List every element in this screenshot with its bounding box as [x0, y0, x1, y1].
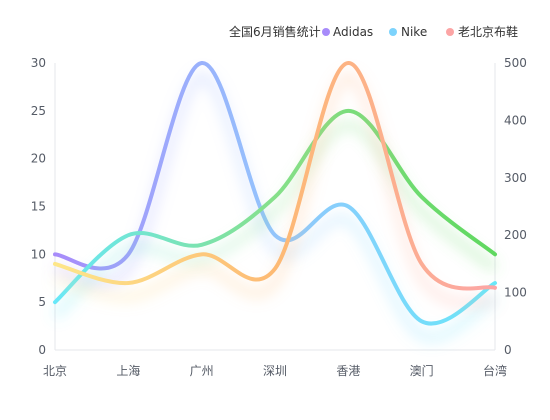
left-tick-label: 15: [31, 200, 46, 214]
x-tick-label: 广州: [190, 364, 214, 378]
series-layer: [51, 60, 498, 342]
legend-item-nike[interactable]: Nike: [389, 25, 427, 39]
right-y-axis: 0 100 200 300 400 500: [504, 56, 527, 357]
legend-label-nike: Nike: [401, 25, 427, 39]
x-tick-label: 台湾: [483, 363, 507, 378]
left-tick-label: 25: [31, 104, 46, 118]
legend: 全国6月销售统计 Adidas Nike 老北京布鞋: [229, 24, 518, 39]
x-tick-label: 澳门: [410, 363, 434, 378]
right-tick-label: 400: [504, 113, 527, 127]
x-tick-label: 北京: [43, 364, 67, 378]
right-tick-label: 100: [504, 286, 527, 300]
x-axis: 北京 上海 广州 深圳 香港 澳门 台湾: [43, 363, 507, 378]
legend-label-laobeijing: 老北京布鞋: [458, 24, 518, 39]
series-line-shadow: [54, 72, 498, 342]
legend-label-adidas: Adidas: [333, 25, 373, 39]
series-line-老北京布鞋[interactable]: [53, 60, 497, 291]
legend-swatch-laobeijing: [446, 28, 454, 36]
right-tick-label: 0: [504, 343, 512, 357]
left-tick-label: 10: [31, 247, 46, 261]
x-tick-label: 香港: [336, 364, 360, 378]
left-y-axis: 0 5 10 15 20 25 30: [31, 56, 46, 357]
left-tick-label: 30: [31, 56, 46, 70]
legend-item-adidas[interactable]: Adidas: [322, 25, 373, 39]
series-line-shadow: [51, 120, 498, 320]
left-tick-label: 20: [31, 152, 46, 166]
legend-swatch-adidas: [322, 28, 330, 36]
left-tick-label: 5: [38, 295, 46, 309]
legend-item-laobeijing[interactable]: 老北京布鞋: [446, 24, 518, 39]
chart-title: 全国6月销售统计: [229, 24, 321, 39]
x-tick-label: 上海: [116, 363, 140, 378]
series-line-shadow: [53, 72, 497, 307]
x-tick-label: 深圳: [263, 364, 287, 378]
legend-swatch-nike: [389, 28, 397, 36]
left-tick-label: 0: [38, 343, 46, 357]
right-tick-label: 200: [504, 228, 527, 242]
right-tick-label: 300: [504, 171, 527, 185]
right-tick-label: 500: [504, 56, 527, 70]
series-line-Nike[interactable]: [53, 108, 497, 305]
